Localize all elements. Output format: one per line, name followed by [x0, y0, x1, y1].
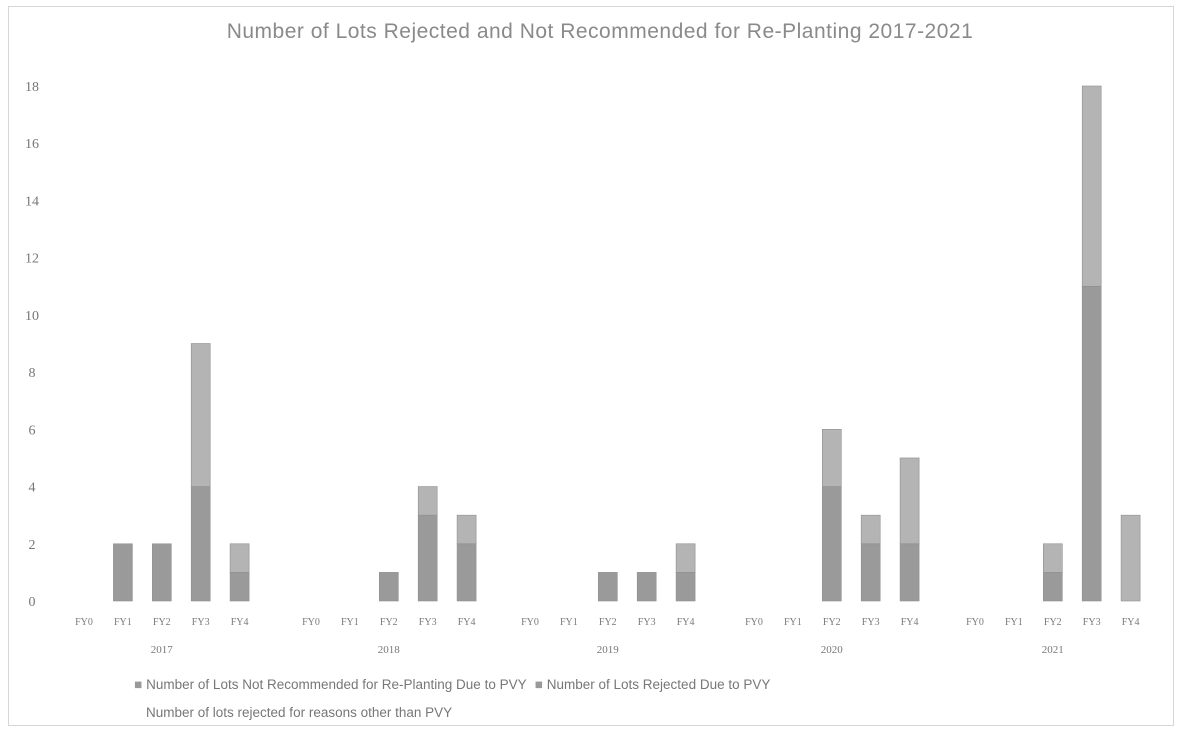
- x-tick-label: FY2: [599, 617, 617, 628]
- x-tick-label: FY1: [784, 617, 802, 628]
- bar-2020-FY2-series-0: [821, 486, 842, 602]
- x-tick-label: FY3: [862, 617, 880, 628]
- bar-2020-FY3-series-0: [860, 543, 881, 602]
- x-tick-label: FY1: [560, 617, 578, 628]
- x-tick-label: FY3: [419, 617, 437, 628]
- bar-2018-FY3-series-0: [417, 514, 438, 602]
- legend-marker-not-recommended: ■: [134, 677, 143, 692]
- x-tick-label: FY0: [75, 617, 93, 628]
- x-tick-label: FY1: [1005, 617, 1023, 628]
- x-tick-label: FY2: [153, 617, 171, 628]
- bar-2018-FY4-series-1: [456, 514, 477, 545]
- chart-frame: [8, 6, 1174, 726]
- bar-2020-FY4-series-0: [899, 543, 920, 602]
- bar-2018-FY2-series-0: [378, 572, 399, 602]
- bar-2017-FY4-series-0: [229, 572, 250, 602]
- bar-2017-FY4-series-1: [229, 543, 250, 573]
- bar-2021-FY2-series-1: [1043, 543, 1063, 573]
- legend-label-other-reasons: Number of lots rejected for reasons othe…: [146, 705, 453, 720]
- x-group-label: 2019: [597, 644, 620, 656]
- bar-2018-FY3-series-1: [417, 486, 438, 516]
- bar-2021-FY3-series-0: [1081, 285, 1102, 602]
- bar-2017-FY3-series-1: [190, 343, 211, 487]
- x-tick-label: FY4: [231, 617, 249, 628]
- x-group-label: 2017: [151, 644, 174, 656]
- x-tick-label: FY4: [901, 617, 919, 628]
- bar-2019-FY4-series-1: [675, 543, 696, 573]
- x-tick-label: FY4: [1122, 617, 1140, 628]
- y-tick-label: 4: [29, 481, 36, 496]
- y-tick-label: 0: [29, 595, 36, 610]
- bar-2020-FY4-series-1: [899, 457, 920, 545]
- bar-2020-FY2-series-1: [821, 429, 842, 487]
- x-tick-label: FY3: [638, 617, 656, 628]
- x-tick-label: FY2: [380, 617, 398, 628]
- bar-2019-FY3-series-0: [636, 572, 657, 602]
- x-tick-label: FY3: [192, 617, 210, 628]
- x-group-label: 2021: [1042, 644, 1064, 656]
- x-tick-label: FY0: [302, 617, 320, 628]
- x-tick-label: FY4: [458, 617, 476, 628]
- legend-label-rejected: Number of Lots Rejected Due to PVY: [546, 677, 771, 692]
- y-tick-label: 16: [25, 137, 39, 152]
- y-tick-label: 18: [25, 80, 39, 95]
- y-tick-label: 2: [29, 538, 36, 553]
- legend-row-1: ■ Number of Lots Not Recommended for Re-P…: [134, 677, 770, 692]
- bar-2019-FY2-series-0: [597, 572, 618, 602]
- legend-label-not-recommended: Number of Lots Not Recommended for Re-Pl…: [146, 677, 527, 692]
- y-tick-label: 10: [25, 309, 39, 324]
- x-tick-label: FY4: [677, 617, 695, 628]
- bar-2017-FY1-series-0: [113, 543, 133, 602]
- y-tick-label: 8: [29, 366, 36, 381]
- x-tick-label: FY1: [114, 617, 132, 628]
- x-tick-label: FY2: [823, 617, 841, 628]
- x-tick-label: FY1: [341, 617, 359, 628]
- bar-2017-FY3-series-0: [190, 486, 211, 602]
- bar-2021-FY2-series-0: [1043, 572, 1063, 602]
- y-tick-label: 6: [29, 423, 36, 438]
- legend-row-2: Number of lots rejected for reasons othe…: [146, 705, 452, 720]
- x-tick-label: FY0: [745, 617, 763, 628]
- bar-2019-FY4-series-0: [675, 572, 696, 602]
- x-tick-label: FY3: [1083, 617, 1101, 628]
- x-group-label: 2020: [821, 644, 844, 656]
- x-tick-label: FY0: [966, 617, 984, 628]
- legend-marker-rejected: ■: [534, 677, 543, 692]
- bar-2021-FY3-series-1: [1081, 85, 1102, 287]
- y-tick-label: 12: [25, 252, 39, 267]
- x-group-label: 2018: [378, 644, 401, 656]
- y-tick-label: 14: [25, 194, 39, 209]
- chart-title: Number of Lots Rejected and Not Recommen…: [226, 20, 974, 43]
- x-tick-label: FY2: [1044, 617, 1062, 628]
- x-tick-label: FY0: [521, 617, 539, 628]
- bar-2017-FY2-series-0: [152, 543, 172, 602]
- bar-2021-FY4-series-1: [1120, 514, 1141, 602]
- bar-2020-FY3-series-1: [860, 514, 881, 545]
- bar-2018-FY4-series-0: [456, 543, 477, 602]
